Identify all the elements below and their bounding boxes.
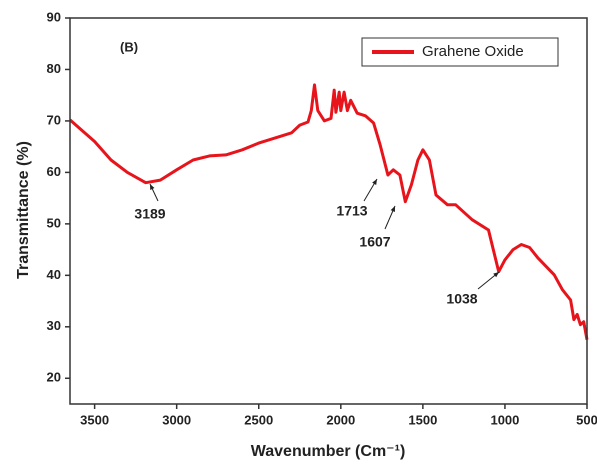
- x-tick-label: 2000: [326, 412, 355, 427]
- y-tick-label: 40: [47, 267, 61, 282]
- x-tick-label: 3500: [80, 412, 109, 427]
- y-tick-label: 60: [47, 164, 61, 179]
- legend-box: [361, 37, 559, 67]
- y-axis-label: Transmittance (%): [15, 141, 32, 279]
- y-tick-label: 90: [47, 9, 61, 24]
- x-tick-label: 500: [576, 412, 597, 427]
- y-tick-label: 30: [47, 318, 61, 333]
- y-tick-label: 80: [47, 61, 61, 76]
- x-tick-label: 1500: [408, 412, 437, 427]
- annotation: 1713: [336, 203, 367, 219]
- arrow-head: [150, 184, 155, 190]
- x-axis-label: Wavenumber (Cm⁻¹): [251, 443, 406, 460]
- y-tick-label: 20: [47, 370, 61, 385]
- x-tick-label: 3000: [162, 412, 191, 427]
- y-tick-label: 50: [47, 215, 61, 230]
- line-series: [69, 83, 589, 340]
- annotation: 1607: [359, 234, 390, 250]
- panel-label: (B): [120, 39, 138, 54]
- annotation: 1038: [446, 291, 477, 307]
- annotation: 3189: [134, 206, 165, 222]
- arrow-head: [372, 179, 377, 185]
- arrow-head: [493, 272, 499, 278]
- x-tick-label: 1000: [490, 412, 519, 427]
- arrow-head: [390, 206, 395, 212]
- plot-frame: [69, 17, 588, 405]
- legend-label: Grahene Oxide: [422, 43, 524, 60]
- y-tick-label: 70: [47, 112, 61, 127]
- x-tick-label: 2500: [244, 412, 273, 427]
